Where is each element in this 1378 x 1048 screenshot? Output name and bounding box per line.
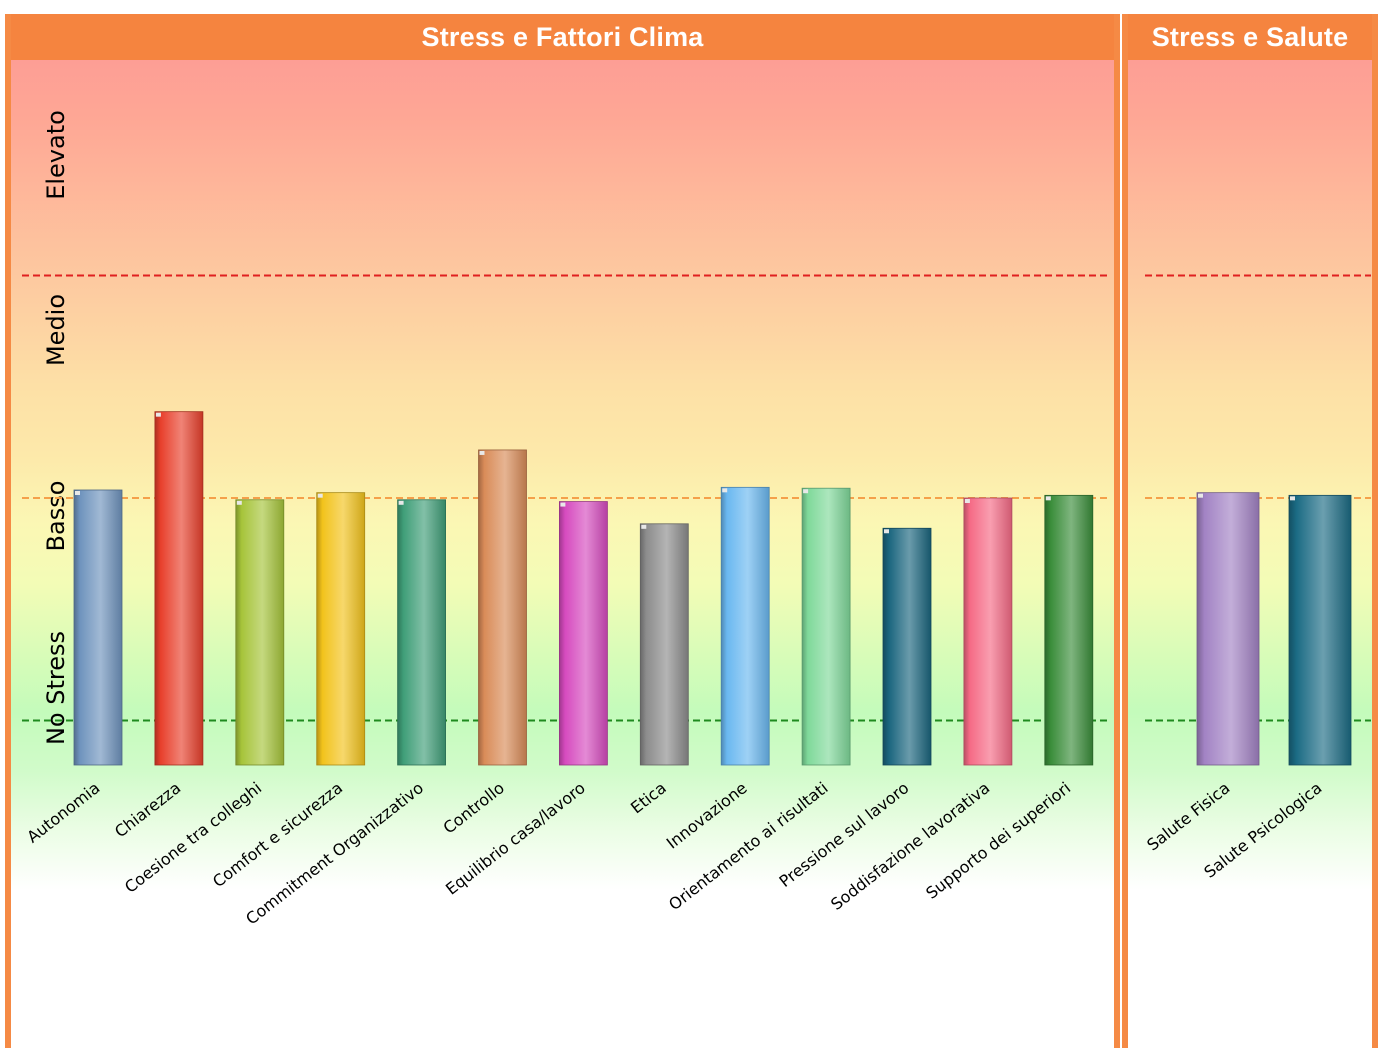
bar-coesione-tra-colleghi[interactable] [235, 499, 285, 766]
panel-title-left: Stress e Fattori Clima [11, 14, 1114, 60]
bar-pressione-sul-lavoro[interactable] [882, 527, 932, 766]
band-label: Basso [42, 481, 70, 552]
band-label: Medio [42, 294, 70, 366]
bar-equilibrio-casa-lavoro[interactable] [559, 501, 608, 766]
category-label: Comfort e sicurezza [209, 778, 346, 891]
threshold-lines [22, 274, 1371, 722]
bar-marker [75, 490, 80, 495]
bar-marker [884, 529, 889, 534]
bar-orientamento-ai-risultati[interactable] [801, 487, 851, 766]
band-label: No Stress [42, 631, 70, 745]
category-label: Etica [627, 778, 670, 817]
bar-marker [964, 499, 970, 503]
bar-marker [641, 524, 647, 529]
bar-commitment-organizzativo[interactable] [397, 499, 447, 766]
bar-marker [1290, 496, 1295, 501]
category-label: Controllo [439, 778, 507, 837]
category-label: Orientamento ai risultati [665, 778, 832, 914]
category-label: Salute Fisica [1143, 778, 1233, 854]
category-label: Autonomia [23, 778, 103, 846]
bars [73, 411, 1352, 766]
bar-marker [155, 412, 161, 417]
bar-innovazione[interactable] [720, 486, 770, 766]
band-labels: Elevato Medio Basso No Stress [42, 110, 70, 745]
category-label: Equilibrio casa/lavoro [442, 778, 589, 899]
category-label: Chiarezza [111, 778, 184, 841]
category-label: Coesione tra colleghi [121, 778, 265, 897]
bar-supporto-dei-superiori[interactable] [1044, 494, 1094, 766]
bar-marker [560, 502, 566, 507]
band-label: Elevato [42, 110, 70, 200]
bar-marker [722, 488, 728, 493]
bar-marker [1045, 496, 1051, 501]
bar-comfort-e-sicurezza[interactable] [316, 492, 366, 766]
category-label: Supporto dei superiori [922, 778, 1074, 903]
panel-title-right: Stress e Salute [1128, 14, 1372, 60]
category-label: Pressione sul lavoro [776, 778, 913, 891]
bar-marker [398, 500, 404, 505]
bar-marker [317, 493, 323, 498]
bar-etica[interactable] [639, 523, 689, 766]
bar-salute-fisica[interactable] [1196, 492, 1260, 766]
bar-controllo[interactable] [478, 449, 527, 766]
category-label: Soddisfazione lavorativa [827, 778, 993, 914]
bar-marker [803, 489, 809, 494]
bar-salute-psicologica[interactable] [1288, 494, 1352, 766]
bar-marker [1198, 493, 1203, 498]
bar-chiarezza[interactable] [154, 411, 204, 766]
bar-soddisfazione-lavorativa[interactable] [963, 497, 1013, 766]
bar-marker [479, 450, 485, 455]
bar-marker [236, 500, 242, 505]
bar-autonomia[interactable] [73, 489, 123, 766]
